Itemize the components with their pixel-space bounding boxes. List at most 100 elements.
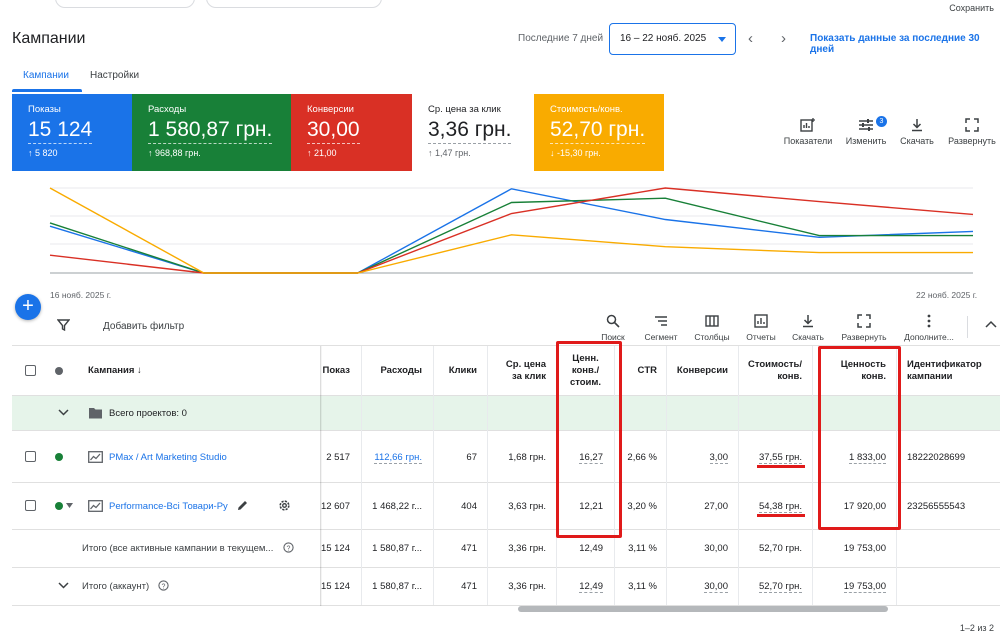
save-link[interactable]: Сохранить bbox=[949, 3, 994, 13]
top-filter-pill[interactable] bbox=[55, 0, 195, 8]
more-vert-icon bbox=[927, 314, 931, 328]
metric-card-avg-cpc[interactable]: Ср. цена за клик 3,36 грн. ↑ 1,47 грн. bbox=[412, 94, 534, 171]
total-clicks: 471 bbox=[461, 543, 477, 554]
total-conversions: 30,00 bbox=[704, 543, 728, 554]
table-expand-button[interactable]: Развернуть bbox=[838, 314, 890, 342]
more-button[interactable]: Дополните... bbox=[900, 314, 958, 342]
header-conv-value[interactable]: Ценность конв. bbox=[813, 359, 886, 383]
header-conversions[interactable]: Конверсии bbox=[676, 365, 728, 376]
caret-down-icon[interactable] bbox=[66, 503, 73, 508]
cell-avg-cpc: 3,63 грн. bbox=[508, 501, 546, 512]
total-vpc: 12,49 bbox=[579, 543, 603, 554]
table-header-border bbox=[12, 395, 1000, 396]
header-ctr[interactable]: CTR bbox=[637, 365, 657, 376]
row-checkbox[interactable] bbox=[25, 451, 36, 462]
row-border bbox=[12, 605, 1000, 606]
horizontal-scrollbar[interactable] bbox=[518, 606, 888, 612]
total-avg-cpc: 3,36 грн. bbox=[508, 543, 546, 554]
show-last-30-days-link[interactable]: Показать данные за последние 30 дней bbox=[810, 33, 980, 55]
account-vpc: 12,49 bbox=[557, 581, 603, 593]
chevron-up-icon[interactable] bbox=[985, 320, 997, 328]
columns-icon bbox=[705, 315, 719, 327]
header-cost[interactable]: Расходы bbox=[380, 365, 422, 376]
highlight-underline-cpa bbox=[757, 465, 805, 468]
account-conversions: 30,00 bbox=[667, 581, 728, 593]
top-filter-pill[interactable] bbox=[206, 0, 382, 8]
help-icon[interactable]: ? bbox=[283, 542, 294, 553]
campaign-name-link[interactable]: PMax / Art Marketing Studio bbox=[109, 452, 227, 463]
metric-card-cost-per-conv[interactable]: Стоимость/конв. 52,70 грн. ↓ -15,30 грн. bbox=[534, 94, 664, 171]
header-campaign-id-line2: кампании bbox=[907, 371, 953, 382]
tab-campaigns[interactable]: Кампании bbox=[23, 70, 69, 81]
chevron-right-icon[interactable]: › bbox=[781, 30, 786, 47]
metric-card-conversions[interactable]: Конверсии 30,00 ↑ 21,00 bbox=[291, 94, 412, 171]
chevron-left-icon[interactable]: ‹ bbox=[748, 30, 753, 47]
select-all-checkbox[interactable] bbox=[25, 365, 36, 376]
cell-conv-value: 17 920,00 bbox=[843, 501, 886, 512]
performance-chart bbox=[49, 187, 974, 274]
account-conv-value-value: 19 753,00 bbox=[843, 581, 886, 593]
row-border bbox=[12, 482, 1000, 483]
reports-button[interactable]: Отчеты bbox=[735, 314, 787, 342]
caret-down-icon bbox=[718, 37, 726, 42]
status-dot-enabled[interactable] bbox=[55, 453, 63, 461]
header-cost-per-conv[interactable]: Стоимость/ конв. bbox=[739, 359, 802, 383]
filter-icon[interactable] bbox=[57, 319, 70, 331]
metric-delta: ↑ 1,47 грн. bbox=[428, 148, 471, 158]
cell-conversions: 3,00 bbox=[667, 452, 728, 464]
modify-button[interactable]: Изменить bbox=[836, 118, 896, 146]
modify-label: Изменить bbox=[845, 136, 887, 146]
gear-icon[interactable] bbox=[278, 499, 291, 512]
edit-pencil-icon[interactable] bbox=[237, 500, 248, 511]
page-title: Кампании bbox=[12, 30, 86, 47]
campaign-name-link[interactable]: Performance-Всі Товари-Ру bbox=[109, 501, 228, 512]
header-clicks[interactable]: Клики bbox=[448, 365, 477, 376]
expand-button[interactable]: Развернуть bbox=[942, 118, 1000, 146]
column-divider bbox=[896, 346, 897, 605]
header-avg-cpc[interactable]: Ср. цена за клик bbox=[488, 359, 546, 383]
help-icon[interactable]: ? bbox=[158, 580, 169, 591]
download-button[interactable]: Скачать bbox=[887, 118, 947, 146]
top-strip: Сохранить bbox=[0, 0, 1000, 14]
cell-vpc: 12,21 bbox=[579, 501, 603, 512]
account-clicks: 471 bbox=[461, 581, 477, 592]
header-campaign[interactable]: Кампания ↓ bbox=[88, 365, 142, 376]
campaign-type-icon bbox=[88, 500, 103, 512]
add-filter-button[interactable]: Добавить фильтр bbox=[103, 321, 185, 332]
search-button[interactable]: Поиск bbox=[587, 314, 639, 342]
header-impressions[interactable]: Показ bbox=[322, 365, 350, 376]
header-vpc-line3: стоим. bbox=[569, 377, 602, 388]
account-conv-value: 19 753,00 bbox=[813, 581, 886, 593]
header-conv-value-per-cost[interactable]: Ценн. конв./ стоим. bbox=[557, 353, 614, 389]
pagination-label: 1–2 из 2 bbox=[959, 623, 994, 633]
header-campaign-id[interactable]: Идентификатор кампании bbox=[907, 359, 1000, 383]
total-cpa: 52,70 грн. bbox=[758, 543, 802, 554]
row-checkbox[interactable] bbox=[25, 500, 36, 511]
header-avg-cpc-line1: Ср. цена bbox=[505, 359, 546, 370]
status-dot-enabled[interactable] bbox=[55, 502, 63, 510]
row-border bbox=[12, 529, 1000, 530]
tab-settings[interactable]: Настройки bbox=[90, 70, 140, 81]
cell-clicks: 404 bbox=[461, 501, 477, 512]
metric-card-cost[interactable]: Расходы 1 580,87 грн. ↑ 968,88 грн. bbox=[132, 94, 291, 171]
table-top-border bbox=[12, 345, 1000, 346]
chevron-down-icon[interactable] bbox=[58, 582, 69, 589]
project-group-row[interactable] bbox=[12, 396, 1000, 430]
chart-series-line bbox=[49, 197, 973, 274]
segment-button[interactable]: Сегмент bbox=[635, 314, 687, 342]
table-download-button[interactable]: Скачать bbox=[782, 314, 834, 342]
date-range-picker[interactable]: 16 – 22 нояб. 2025 bbox=[609, 23, 736, 55]
column-divider bbox=[487, 346, 488, 605]
chevron-down-icon[interactable] bbox=[58, 409, 69, 416]
column-divider bbox=[738, 346, 739, 605]
chart-series-line bbox=[49, 187, 974, 274]
add-campaign-button[interactable]: + bbox=[15, 294, 41, 320]
metric-card-impressions[interactable]: Показы 15 124 ↑ 5 820 bbox=[12, 94, 132, 171]
cell-conv-value-value: 1 833,00 bbox=[849, 452, 886, 464]
table-expand-label: Развернуть bbox=[841, 332, 887, 342]
columns-button[interactable]: Столбцы bbox=[686, 314, 738, 342]
cell-cost-link[interactable]: 112,66 грн. bbox=[374, 452, 422, 464]
account-ctr: 3,11 % bbox=[628, 581, 657, 592]
indicators-button[interactable]: Показатели bbox=[778, 118, 838, 146]
metric-label: Стоимость/конв. bbox=[550, 104, 623, 115]
